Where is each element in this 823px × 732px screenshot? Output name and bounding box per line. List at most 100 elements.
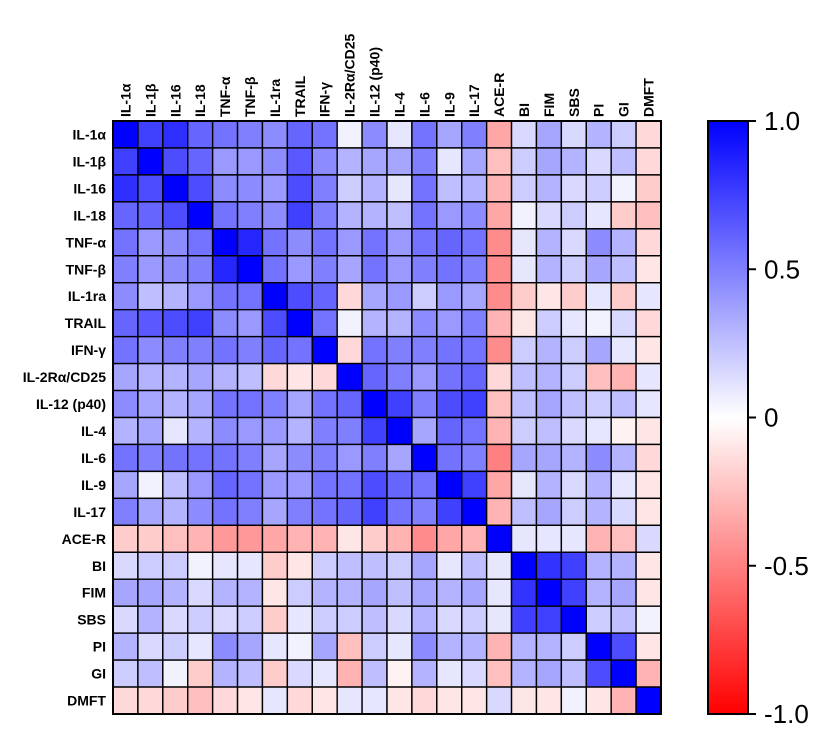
- row-label: IL-1ra: [68, 288, 106, 304]
- heatmap-cell: [261, 686, 289, 715]
- row-label: IL-12 (p40): [36, 396, 106, 412]
- row-label: IFN-γ: [71, 342, 106, 358]
- heatmap-cell: [286, 686, 313, 715]
- heatmap-cell: [386, 416, 413, 446]
- heatmap-cell: [286, 255, 313, 284]
- heatmap-cell: [461, 605, 488, 634]
- heatmap-cell: [361, 174, 388, 203]
- heatmap-cell: [187, 282, 214, 311]
- heatmap-cell: [510, 362, 538, 392]
- heatmap-cell: [286, 389, 313, 419]
- heatmap-cell: [236, 497, 264, 527]
- heatmap-cell: [211, 201, 239, 230]
- heatmap-cell: [187, 443, 214, 473]
- heatmap-cell: [286, 282, 313, 311]
- heatmap-cell: [585, 120, 612, 149]
- heatmap-cell: [386, 551, 413, 580]
- heatmap-cell: [411, 470, 438, 500]
- heatmap-cell: [635, 443, 662, 473]
- row-label: IL-16: [73, 180, 106, 196]
- heatmap-cell: [610, 470, 637, 500]
- row-label: IL-2Rα/CD25: [23, 369, 107, 385]
- heatmap-cell: [361, 443, 388, 473]
- column-label: DMFT: [641, 78, 657, 117]
- heatmap-cell: [485, 389, 513, 419]
- heatmap-cell: [411, 578, 438, 607]
- heatmap-cell: [461, 174, 488, 203]
- heatmap-cell: [261, 147, 289, 176]
- heatmap-cell: [436, 228, 463, 257]
- heatmap-cell: [585, 578, 612, 607]
- heatmap-cell: [610, 416, 637, 446]
- heatmap-cell: [261, 228, 289, 257]
- heatmap-cell: [137, 686, 164, 715]
- heatmap-cell: [211, 470, 239, 500]
- heatmap-cell: [535, 228, 563, 257]
- heatmap-cell: [485, 551, 513, 580]
- heatmap-cell: [411, 605, 438, 634]
- heatmap-cell: [585, 201, 612, 230]
- heatmap-cell: [236, 659, 264, 688]
- heatmap-cell: [311, 308, 338, 338]
- heatmap-cell: [311, 174, 338, 203]
- heatmap-cell: [560, 255, 587, 284]
- heatmap-cells: [112, 120, 662, 715]
- heatmap-cell: [635, 308, 662, 338]
- heatmap-cell: [162, 255, 189, 284]
- heatmap-cell: [386, 335, 413, 365]
- heatmap-cell: [635, 659, 662, 688]
- row-label: IL-1β: [73, 153, 107, 169]
- heatmap-cell: [610, 147, 637, 176]
- heatmap-cell: [187, 470, 214, 500]
- heatmap-cell: [137, 335, 164, 365]
- heatmap-cell: [261, 335, 289, 365]
- heatmap-cell: [336, 362, 363, 392]
- heatmap-cell: [436, 201, 463, 230]
- heatmap-cell: [560, 605, 587, 634]
- heatmap-cell: [635, 416, 662, 446]
- heatmap-cell: [585, 255, 612, 284]
- heatmap-cell: [560, 282, 587, 311]
- heatmap-cell: [361, 686, 388, 715]
- heatmap-cell: [610, 362, 637, 392]
- heatmap-cell: [635, 389, 662, 419]
- heatmap-cell: [461, 362, 488, 392]
- heatmap-cell: [187, 228, 214, 257]
- heatmap-cell: [560, 632, 587, 661]
- heatmap-cell: [386, 578, 413, 607]
- heatmap-cell: [436, 362, 463, 392]
- heatmap-cell: [560, 201, 587, 230]
- heatmap-cell: [386, 443, 413, 473]
- heatmap-cell: [137, 497, 164, 527]
- heatmap-cell: [361, 470, 388, 500]
- heatmap-cell: [286, 578, 313, 607]
- heatmap-cell: [361, 659, 388, 688]
- heatmap-cell: [461, 686, 488, 715]
- heatmap-cell: [261, 174, 289, 203]
- heatmap-cell: [361, 335, 388, 365]
- row-label: TNF-α: [66, 234, 107, 250]
- heatmap-cell: [510, 389, 538, 419]
- row-label: TRAIL: [65, 315, 107, 331]
- heatmap-cell: [436, 497, 463, 527]
- heatmap-cell: [311, 255, 338, 284]
- heatmap-cell: [187, 578, 214, 607]
- heatmap-cell: [510, 120, 538, 149]
- heatmap-cell: [610, 308, 637, 338]
- heatmap-cell: [211, 389, 239, 419]
- heatmap-cell: [361, 605, 388, 634]
- heatmap-cell: [361, 282, 388, 311]
- heatmap-cell: [485, 282, 513, 311]
- heatmap-cell: [286, 443, 313, 473]
- heatmap-cell: [635, 335, 662, 365]
- heatmap-cell: [461, 389, 488, 419]
- heatmap-cell: [137, 578, 164, 607]
- heatmap-cell: [585, 362, 612, 392]
- heatmap-cell: [610, 497, 637, 527]
- heatmap-cell: [386, 147, 413, 176]
- heatmap-cell: [560, 443, 587, 473]
- heatmap-cell: [585, 524, 612, 553]
- heatmap-cell: [436, 470, 463, 500]
- heatmap-cell: [510, 551, 538, 580]
- heatmap-cell: [187, 147, 214, 176]
